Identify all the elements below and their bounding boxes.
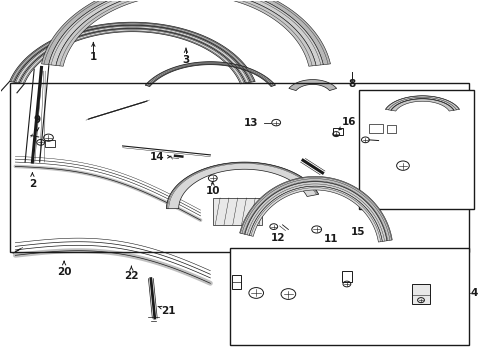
Bar [332,128,342,135]
Text: 8: 8 [347,79,355,89]
Text: 11: 11 [323,234,337,244]
Text: 14: 14 [149,152,163,162]
Polygon shape [385,96,459,110]
Bar [212,198,261,225]
Polygon shape [49,0,323,66]
Polygon shape [145,62,275,86]
Text: 22: 22 [124,271,138,281]
Text: 17: 17 [451,105,466,115]
Polygon shape [249,186,382,242]
Text: 12: 12 [270,233,285,243]
Polygon shape [15,25,250,83]
Polygon shape [244,182,386,242]
Bar [341,271,351,282]
Text: 6: 6 [353,273,360,283]
Text: 9: 9 [34,116,41,126]
Text: 1: 1 [89,52,97,62]
Text: 13: 13 [243,118,258,128]
Polygon shape [10,22,255,82]
Text: 4: 4 [469,288,477,298]
Bar [44,140,55,147]
Polygon shape [166,162,318,209]
Text: 21: 21 [161,306,176,316]
Polygon shape [239,176,391,241]
Polygon shape [20,28,245,84]
Text: 20: 20 [57,267,71,277]
Bar [232,275,241,289]
Polygon shape [41,0,330,65]
Bar [386,126,395,133]
Text: 19: 19 [376,132,391,142]
Polygon shape [56,0,315,66]
Bar [229,248,468,345]
Bar [358,90,473,209]
Text: 16: 16 [341,117,356,127]
Text: 15: 15 [350,226,365,237]
Polygon shape [390,99,453,111]
Text: 3: 3 [182,55,189,65]
Bar [411,284,429,304]
Text: 7: 7 [416,307,424,317]
Bar [368,125,383,134]
Polygon shape [288,80,336,91]
Text: 18: 18 [420,171,435,181]
Bar [10,83,468,252]
Text: 5: 5 [330,325,338,335]
Text: 2: 2 [29,179,36,189]
Text: 10: 10 [205,186,220,196]
